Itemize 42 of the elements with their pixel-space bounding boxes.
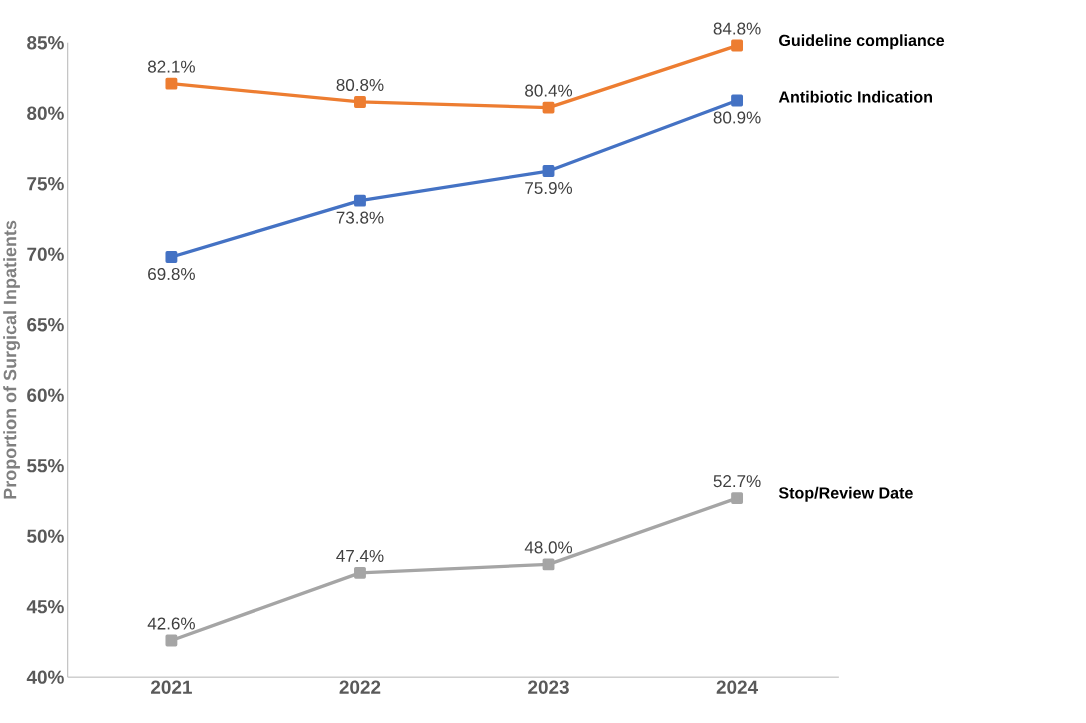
data-label: 42.6% (147, 617, 195, 630)
point (354, 96, 366, 108)
data-label: 80.4% (525, 84, 573, 97)
point (731, 492, 744, 505)
point (542, 101, 555, 114)
data-label: 47.4% (336, 550, 384, 563)
x-tick-label: 2024 (716, 680, 759, 695)
data-label: 84.8% (713, 22, 761, 35)
x-tick-label: 2021 (151, 680, 192, 695)
y-tick-label: 75% (27, 177, 64, 191)
x-tick-label: 2022 (339, 680, 381, 695)
point (354, 194, 366, 207)
text: Antibiotic Indication (778, 90, 932, 103)
y-tick-label: 80% (27, 106, 64, 121)
point (165, 634, 178, 647)
point (165, 77, 178, 90)
point (731, 39, 744, 52)
y-tick-label: 40% (26, 670, 64, 684)
y-tick-label: 60% (27, 388, 64, 402)
y-tick-label: 55% (27, 459, 64, 473)
y-tick-label: 85% (27, 36, 64, 50)
y-tick-label: 45% (26, 600, 64, 614)
data-label: 75.9% (525, 182, 573, 195)
data-label: 80.9% (713, 111, 761, 124)
text: Guideline compliance (779, 34, 945, 50)
x-tick-label: 2023 (528, 680, 569, 695)
y-axis-title: Proportion of Surgical Inpatients (3, 220, 20, 499)
point (354, 567, 366, 579)
point (542, 165, 555, 178)
point (165, 251, 178, 264)
point (731, 94, 744, 107)
y-tick-label: 65% (27, 318, 64, 332)
text: Stop/Review Date (778, 486, 913, 502)
data-label: 52.7% (713, 475, 761, 488)
data-label: 82.1% (148, 60, 195, 73)
data-label: 69.8% (148, 268, 195, 281)
data-label: 73.8% (336, 211, 384, 224)
y-tick-label: 70% (27, 247, 64, 262)
y-tick-label: 50% (27, 529, 64, 543)
data-label: 48.0% (524, 541, 573, 554)
data-label: 80.8% (336, 79, 384, 92)
point (542, 558, 555, 571)
